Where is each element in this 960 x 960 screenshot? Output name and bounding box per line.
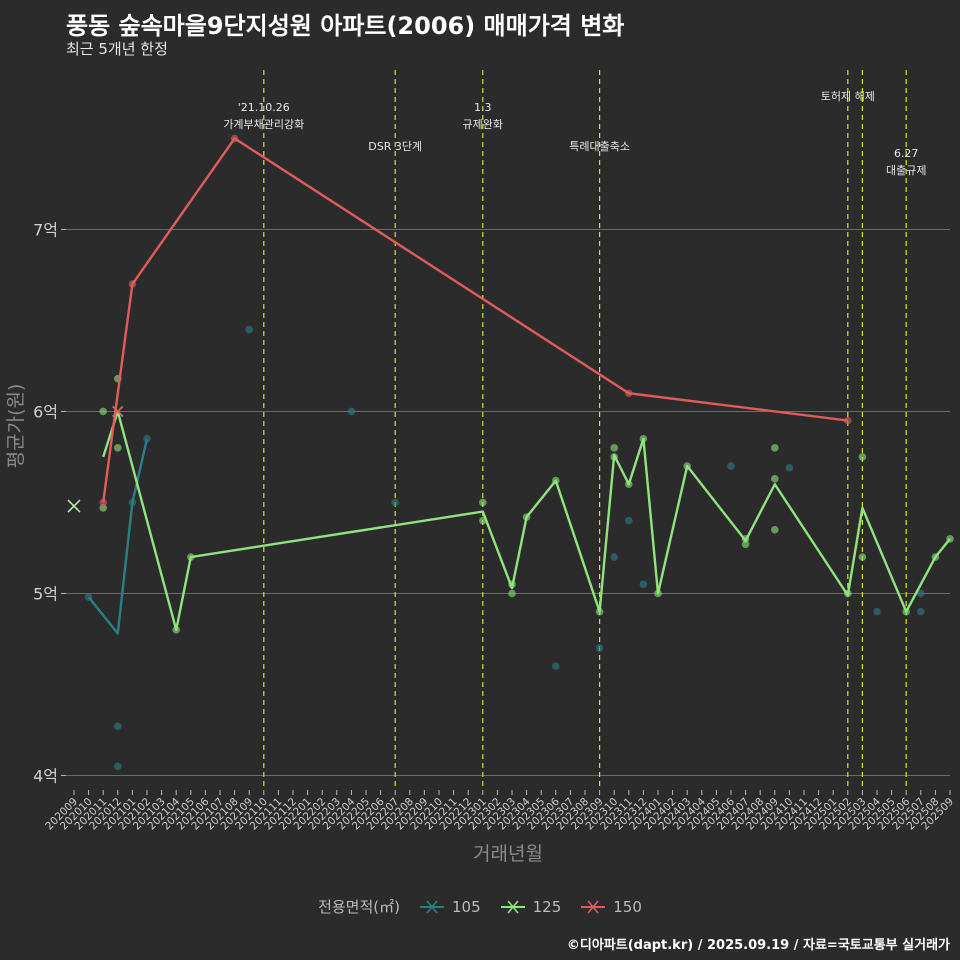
data-point-105 [114, 722, 122, 731]
policy-annotation-label: 대출규제 [886, 164, 926, 177]
data-point-105 [917, 607, 925, 616]
data-point-125 [858, 553, 867, 561]
y-tick-label: 7억 [33, 220, 58, 239]
policy-annotation-label: '21.10.26 [238, 101, 290, 114]
data-point-125 [114, 444, 122, 452]
policy-annotation-label: 규제완화 [463, 118, 503, 131]
data-point-105 [552, 662, 560, 671]
data-point-105 [873, 607, 881, 616]
x-axis-title: 거래년월 [473, 843, 543, 865]
series-line-125 [102, 410, 951, 632]
legend-label-125: 125 [532, 897, 562, 916]
chart-subtitle: 최근 5개년 한정 [66, 40, 168, 58]
y-tick-label: 4억 [33, 766, 58, 785]
y-axis-title: 평균가(원) [5, 384, 27, 469]
series-line-150 [102, 137, 848, 503]
policy-annotation-label: 토허제 해제 [821, 89, 875, 103]
axis-reference-marker [67, 499, 81, 513]
marker-stroke [67, 499, 81, 513]
y-tick-label: 5억 [33, 584, 58, 603]
data-point-105 [114, 762, 122, 771]
source-caption: ©디아파트(dapt.kr) / 2025.09.19 / 자료=국토교통부 실… [566, 938, 950, 953]
legend-key-105-icon [419, 899, 444, 914]
legend-key-150-icon [581, 899, 606, 914]
legend-item-125[interactable]: 125 [499, 897, 562, 916]
single-trade-marker-150 [112, 405, 124, 418]
data-point-105 [391, 498, 400, 507]
policy-annotation-label: 1.3 [474, 101, 492, 114]
legend-label-150: 150 [613, 897, 642, 916]
chart-title: 풍동 숲속마을9단지성원 아파트(2006) 매매가격 변화 [66, 12, 625, 40]
policy-annotation-label: 6.27 [894, 147, 919, 160]
data-point-125 [479, 498, 487, 507]
data-point-125 [741, 540, 750, 549]
data-point-125 [771, 525, 779, 534]
policy-annotation-label: 가계부채관리강화 [223, 118, 304, 131]
data-point-125 [771, 444, 779, 452]
data-point-105 [917, 589, 925, 598]
legend-title: 전용면적(㎡) [318, 898, 400, 916]
data-point-125 [99, 504, 107, 512]
data-point-105 [639, 580, 648, 589]
data-point-105 [595, 644, 604, 652]
policy-annotation-label: 특례대출축소 [569, 140, 630, 153]
data-point-105 [245, 325, 253, 334]
policy-annotation-label: DSR 3단계 [368, 140, 422, 153]
data-point-105 [625, 516, 633, 525]
data-point-105 [347, 407, 356, 416]
legend-item-105[interactable]: 105 [418, 898, 481, 916]
data-point-125 [99, 407, 107, 416]
data-point-150 [844, 416, 852, 425]
data-point-125 [771, 474, 779, 483]
data-point-105 [727, 462, 735, 470]
data-point-105 [610, 553, 618, 561]
legend-key-125-icon [500, 899, 525, 914]
data-point-125 [610, 444, 618, 452]
series-line-105 [87, 438, 149, 635]
legend-label-105: 105 [451, 897, 481, 916]
legend-item-150[interactable]: 150 [579, 898, 642, 916]
marker-stroke [112, 405, 124, 418]
y-tick-label: 6억 [33, 402, 58, 421]
data-point-125 [508, 589, 516, 598]
legend: 전용면적(㎡) 105 125 150 [0, 896, 960, 917]
data-point-105 [785, 464, 794, 472]
data-point-125 [858, 453, 867, 461]
